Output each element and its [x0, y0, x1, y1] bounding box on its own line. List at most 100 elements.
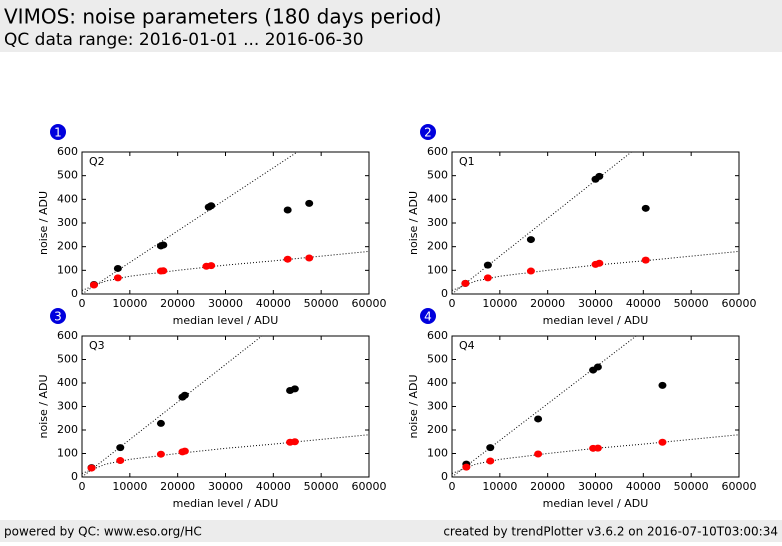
fit-line	[452, 152, 632, 294]
x-axis-label: median level / ADU	[173, 314, 279, 327]
point	[116, 444, 125, 452]
badge: 2	[424, 126, 432, 140]
x-tick-label: 30000	[208, 297, 243, 310]
badge: 3	[54, 310, 62, 324]
point	[207, 202, 216, 210]
point	[534, 450, 543, 458]
footer-left: powered by QC: www.eso.org/HC	[4, 525, 202, 539]
x-tick-label: 10000	[112, 480, 147, 493]
point	[483, 261, 492, 269]
fit-line	[452, 434, 739, 474]
x-tick-label: 40000	[626, 480, 661, 493]
title: VIMOS: noise parameters (180 days period…	[4, 5, 442, 29]
y-tick-label: 200	[427, 423, 448, 436]
y-tick-label: 300	[57, 400, 78, 413]
y-tick-label: 500	[427, 169, 448, 182]
y-axis-label: noise / ADU	[37, 374, 50, 438]
point	[113, 264, 122, 272]
point	[207, 262, 216, 270]
y-tick-label: 400	[57, 192, 78, 205]
x-tick-label: 50000	[674, 297, 709, 310]
badge-circle	[50, 308, 66, 324]
panel-label: Q4	[459, 339, 475, 352]
point	[534, 415, 543, 423]
x-tick-label: 40000	[626, 297, 661, 310]
x-tick-label: 20000	[530, 480, 565, 493]
y-tick-label: 400	[57, 376, 78, 389]
x-tick-label: 50000	[304, 480, 339, 493]
fit-line	[82, 250, 369, 291]
point	[593, 363, 602, 371]
point	[595, 259, 604, 267]
point	[290, 385, 299, 393]
y-tick-label: 100	[57, 263, 78, 276]
badge-circle	[420, 308, 436, 324]
y-tick-label: 600	[427, 145, 448, 158]
point	[159, 267, 168, 275]
point	[159, 241, 168, 249]
footer-right: created by trendPlotter v3.6.2 on 2016-0…	[443, 525, 778, 539]
point	[180, 391, 189, 399]
y-tick-label: 500	[57, 169, 78, 182]
x-tick-label: 60000	[352, 480, 387, 493]
point	[180, 447, 189, 455]
point	[486, 444, 495, 452]
point	[486, 457, 495, 465]
panel-label: Q2	[89, 155, 105, 168]
subtitle: QC data range: 2016-01-01 ... 2016-06-30	[4, 30, 364, 50]
x-tick-label: 60000	[722, 480, 757, 493]
point	[593, 444, 602, 452]
x-tick-label: 0	[449, 297, 456, 310]
point	[526, 236, 535, 244]
x-tick-label: 0	[449, 480, 456, 493]
y-tick-label: 100	[427, 263, 448, 276]
y-tick-label: 400	[427, 376, 448, 389]
point	[305, 199, 314, 207]
point	[283, 255, 292, 263]
point	[658, 381, 667, 389]
y-tick-label: 0	[441, 287, 448, 300]
y-tick-label: 200	[57, 423, 78, 436]
x-axis-label: median level / ADU	[543, 314, 649, 327]
y-tick-label: 0	[71, 287, 78, 300]
y-axis-label: noise / ADU	[37, 191, 50, 255]
point	[641, 204, 650, 212]
badge: 4	[424, 310, 432, 324]
point	[305, 254, 314, 262]
y-tick-label: 300	[427, 216, 448, 229]
x-axis-label: median level / ADU	[543, 497, 649, 510]
y-tick-label: 300	[427, 400, 448, 413]
point	[87, 464, 96, 472]
point	[156, 419, 165, 427]
x-tick-label: 50000	[674, 480, 709, 493]
point	[461, 279, 470, 287]
x-tick-label: 20000	[530, 297, 565, 310]
point	[595, 172, 604, 180]
point	[641, 256, 650, 264]
x-tick-label: 40000	[256, 297, 291, 310]
y-tick-label: 200	[57, 240, 78, 253]
point	[113, 274, 122, 282]
panel-label: Q1	[459, 155, 475, 168]
badge-circle	[50, 124, 66, 140]
y-axis-label: noise / ADU	[407, 191, 420, 255]
y-tick-label: 600	[57, 145, 78, 158]
point	[290, 438, 299, 446]
y-axis-label: noise / ADU	[407, 374, 420, 438]
x-tick-label: 30000	[208, 480, 243, 493]
x-tick-label: 10000	[482, 480, 517, 493]
y-tick-label: 600	[57, 329, 78, 342]
x-tick-label: 10000	[112, 297, 147, 310]
footer-bg	[0, 520, 782, 542]
y-tick-label: 100	[57, 447, 78, 460]
plot-area	[81, 335, 370, 478]
x-tick-label: 20000	[160, 480, 195, 493]
point	[283, 206, 292, 214]
point	[462, 463, 471, 471]
plot-area	[81, 151, 370, 295]
y-tick-label: 400	[427, 192, 448, 205]
point	[89, 281, 98, 289]
badge-circle	[420, 124, 436, 140]
point	[116, 457, 125, 465]
